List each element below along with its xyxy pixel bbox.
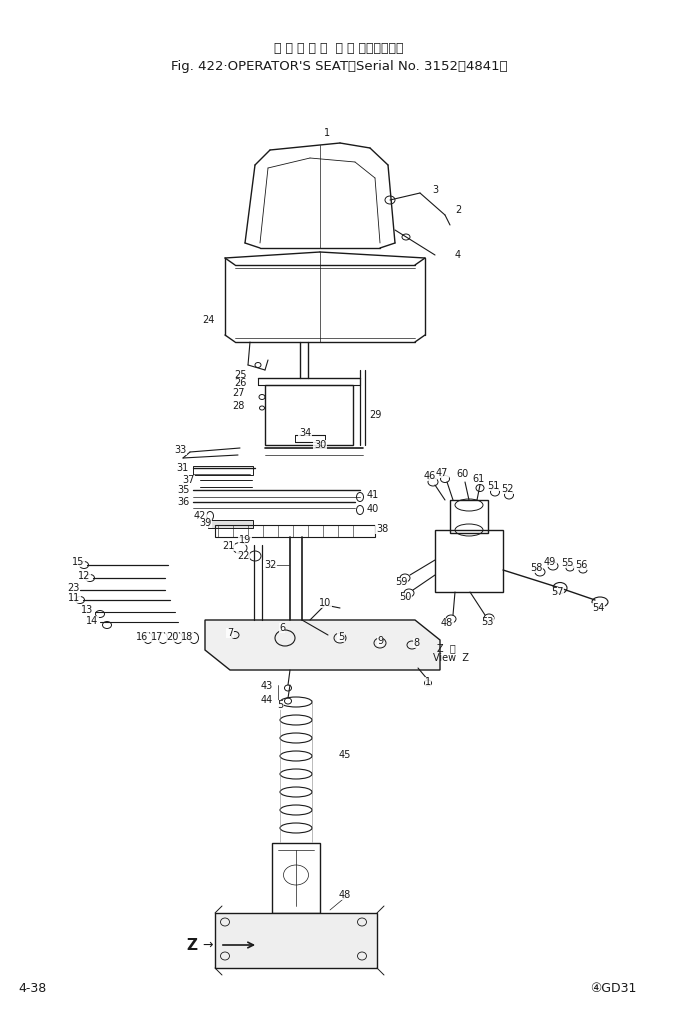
Text: Z  矢: Z 矢 — [437, 643, 456, 653]
Text: 14: 14 — [86, 615, 98, 626]
Bar — [435, 530, 503, 592]
Text: 17: 17 — [151, 632, 163, 642]
Text: 4: 4 — [455, 250, 461, 260]
Text: 5: 5 — [277, 700, 283, 710]
Text: 18: 18 — [181, 632, 193, 642]
Text: →: → — [203, 939, 214, 951]
Text: 1: 1 — [324, 128, 330, 138]
Bar — [450, 500, 488, 533]
Text: 5: 5 — [338, 632, 344, 642]
Text: 41: 41 — [367, 490, 379, 500]
Bar — [208, 520, 253, 528]
Text: 12: 12 — [78, 571, 90, 581]
Text: 47: 47 — [436, 468, 448, 478]
Text: 56: 56 — [575, 560, 587, 570]
Text: 19: 19 — [239, 535, 251, 545]
Text: 39: 39 — [199, 518, 211, 528]
Text: 59: 59 — [395, 577, 407, 587]
Text: 38: 38 — [376, 524, 388, 534]
Bar — [215, 525, 375, 537]
Text: 40: 40 — [367, 504, 379, 514]
Text: 61: 61 — [472, 474, 484, 484]
Text: 7: 7 — [227, 628, 233, 638]
Text: 35: 35 — [177, 485, 189, 495]
Text: 45: 45 — [339, 750, 351, 760]
Text: Z: Z — [186, 938, 197, 952]
Text: 3: 3 — [432, 185, 438, 195]
Text: 43: 43 — [261, 681, 273, 691]
Text: 37: 37 — [182, 475, 194, 485]
Text: 27: 27 — [232, 388, 244, 399]
Text: 53: 53 — [481, 617, 493, 627]
Text: 46: 46 — [424, 470, 436, 481]
Bar — [215, 913, 377, 968]
Text: 28: 28 — [232, 401, 244, 411]
Text: 29: 29 — [369, 410, 381, 420]
Text: 49: 49 — [544, 557, 556, 567]
Text: 48: 48 — [441, 618, 453, 628]
Text: 33: 33 — [174, 445, 186, 455]
Polygon shape — [205, 620, 440, 670]
Bar — [272, 843, 320, 913]
Text: 55: 55 — [561, 558, 574, 568]
Bar — [193, 466, 253, 475]
Text: 16: 16 — [136, 632, 148, 642]
Text: 15: 15 — [72, 557, 84, 567]
Text: 13: 13 — [81, 605, 93, 615]
Text: 20: 20 — [166, 632, 178, 642]
Text: View  Z: View Z — [433, 653, 469, 663]
Text: 52: 52 — [501, 484, 513, 494]
Text: 31: 31 — [176, 463, 188, 473]
Text: Fig. 422·OPERATOR'S SEAT（Serial No. 3152～4841）: Fig. 422·OPERATOR'S SEAT（Serial No. 3152… — [171, 60, 507, 72]
Bar — [265, 385, 353, 445]
Text: 25: 25 — [234, 370, 246, 380]
Text: 24: 24 — [202, 315, 214, 325]
Text: 48: 48 — [339, 890, 351, 900]
Text: 6: 6 — [279, 623, 285, 633]
Text: 58: 58 — [530, 563, 542, 573]
Text: 23: 23 — [67, 583, 79, 593]
Text: 30: 30 — [314, 440, 326, 450]
Text: 36: 36 — [177, 497, 189, 507]
Text: 2: 2 — [455, 205, 461, 215]
Text: オ ペ レ ー タ  シ ー ト（適用号機: オ ペ レ ー タ シ ー ト（適用号機 — [274, 42, 404, 55]
Text: 60: 60 — [456, 469, 468, 479]
Text: ④GD31: ④GD31 — [590, 982, 637, 995]
Text: 8: 8 — [413, 638, 419, 648]
Text: 54: 54 — [592, 603, 604, 613]
Text: 32: 32 — [264, 560, 276, 570]
Text: 57: 57 — [551, 587, 563, 597]
Text: 10: 10 — [319, 598, 331, 608]
Text: 21: 21 — [222, 541, 234, 551]
Text: 22: 22 — [237, 551, 250, 561]
Text: 4-38: 4-38 — [18, 982, 46, 995]
Text: 1: 1 — [425, 677, 431, 687]
Text: 51: 51 — [487, 481, 499, 491]
Text: 11: 11 — [68, 593, 80, 603]
Bar — [295, 435, 325, 442]
Text: 26: 26 — [234, 378, 246, 388]
Text: 50: 50 — [399, 592, 411, 602]
Text: 9: 9 — [377, 636, 383, 646]
Text: 42: 42 — [194, 511, 206, 521]
Text: 44: 44 — [261, 695, 273, 705]
Text: 34: 34 — [299, 428, 311, 438]
